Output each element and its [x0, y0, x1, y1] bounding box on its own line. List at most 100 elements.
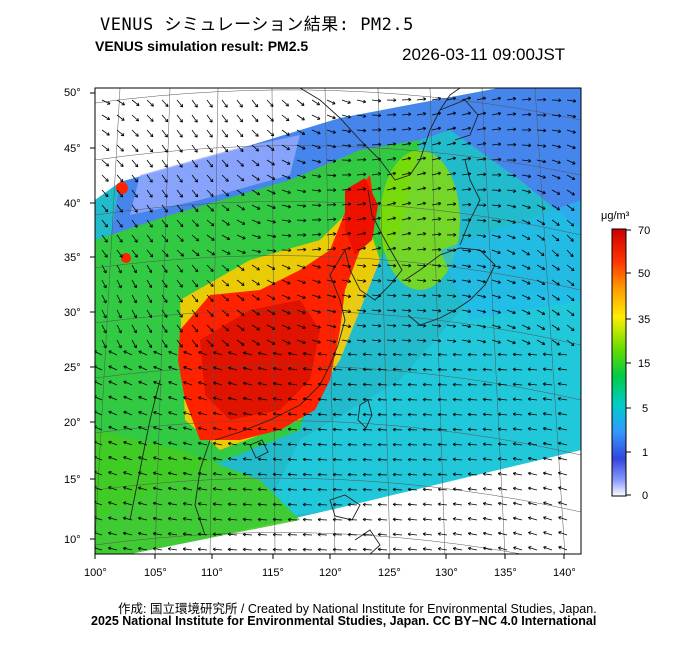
wind-arrow-head [362, 382, 366, 387]
wind-arrow-head [482, 352, 486, 357]
wind-arrow-head [148, 329, 152, 334]
wind-arrow-head [197, 471, 202, 476]
wind-arrow-head [452, 111, 456, 116]
lat-label-30: 30° [64, 307, 81, 319]
wind-arrow [371, 247, 381, 251]
wind-arrow-head [213, 396, 217, 401]
wind-arrow-head [288, 248, 292, 253]
wind-arrow [438, 533, 448, 536]
wind-arrow [251, 309, 260, 316]
wind-arrow [131, 159, 139, 168]
wind-arrow-head [242, 472, 246, 477]
wind-arrow-head [317, 340, 321, 344]
wind-arrow-head [392, 201, 396, 206]
wind-arrow-head [210, 268, 214, 272]
wind-arrow [213, 457, 223, 461]
wind-arrow-head [558, 531, 562, 535]
wind-arrow-head [225, 342, 230, 347]
wind-arrow [146, 204, 153, 213]
wind-arrow [108, 532, 118, 536]
wind-arrow [498, 502, 508, 506]
wind-arrow [371, 114, 382, 116]
wind-arrow-head [209, 164, 213, 168]
wind-arrow-head [392, 231, 396, 236]
wind-arrow-head [183, 441, 187, 446]
wind-arrow [176, 264, 183, 273]
wind-arrow [422, 429, 433, 431]
wind-arrow-head [239, 133, 244, 138]
wind-arrow [506, 113, 516, 116]
wind-arrow [131, 219, 138, 228]
wind-arrow-head [179, 164, 183, 168]
wind-arrow-head [347, 442, 351, 447]
wind-arrow [558, 427, 568, 431]
wind-arrow [191, 339, 199, 348]
wind-arrow [401, 339, 412, 342]
wind-arrow [446, 172, 456, 176]
wind-arrow [431, 202, 441, 206]
wind-arrow [176, 339, 183, 348]
wind-arrow [491, 309, 501, 314]
wind-arrow [431, 233, 442, 236]
wind-arrow [491, 97, 501, 101]
wind-arrow-head [153, 350, 157, 355]
wind-arrow [116, 294, 122, 304]
wind-arrow-head [332, 442, 336, 447]
wind-arrow [491, 324, 501, 329]
wind-arrow [431, 142, 441, 146]
wind-arrow-head [453, 248, 457, 253]
wind-arrow-head [512, 112, 517, 116]
wind-arrow-head [105, 163, 110, 167]
wind-arrow-head [138, 456, 142, 460]
wind-arrow-head [179, 179, 183, 183]
wind-arrow [558, 546, 568, 551]
wind-arrow-head [557, 397, 562, 401]
wind-arrow [332, 534, 343, 536]
wind-arrow-head [212, 532, 216, 537]
wind-arrow-head [257, 487, 261, 492]
wind-arrow-head [164, 269, 168, 273]
wind-arrow-head [556, 267, 560, 271]
wind-arrow [377, 489, 388, 491]
wind-arrow [296, 339, 306, 344]
wind-arrow-head [362, 442, 366, 447]
wind-arrow-head [182, 471, 187, 476]
wind-arrow-head [273, 248, 277, 253]
wind-arrow-head [498, 203, 502, 208]
wind-arrow [377, 533, 388, 536]
wind-arrow [116, 234, 123, 243]
wind-arrow-head [467, 339, 472, 344]
wind-arrow [242, 518, 253, 521]
wind-arrow [446, 324, 456, 327]
wind-arrow [303, 368, 313, 371]
wind-arrow-head [556, 327, 560, 331]
colorbar-label-35: 35 [638, 314, 650, 326]
wind-arrow-head [179, 299, 183, 303]
wind-arrow [431, 172, 441, 176]
wind-arrow [116, 159, 124, 167]
wind-arrow [146, 279, 152, 288]
wind-arrow-head [241, 207, 245, 211]
wind-arrow [296, 219, 307, 221]
wind-arrow-head [497, 472, 502, 476]
wind-arrow-head [513, 531, 517, 536]
wind-arrow [498, 547, 508, 551]
wind-arrow-head [106, 116, 111, 120]
wind-arrow [258, 428, 268, 431]
wind-arrow [377, 414, 388, 416]
wind-arrow [401, 157, 411, 161]
wind-arrow [191, 174, 198, 183]
wind-arrow-head [482, 427, 486, 432]
wind-arrow-head [541, 252, 545, 256]
wind-arrow-head [438, 308, 442, 313]
wind-arrow [281, 129, 290, 136]
wind-arrow-head [332, 159, 337, 163]
wind-arrow-head [179, 208, 184, 213]
wind-arrow [168, 426, 178, 431]
wind-arrow [153, 426, 163, 431]
wind-arrow [131, 204, 138, 213]
wind-arrow [431, 112, 441, 116]
wind-arrow-head [347, 309, 352, 314]
wind-arrow [123, 441, 133, 446]
wind-arrow [191, 309, 199, 318]
